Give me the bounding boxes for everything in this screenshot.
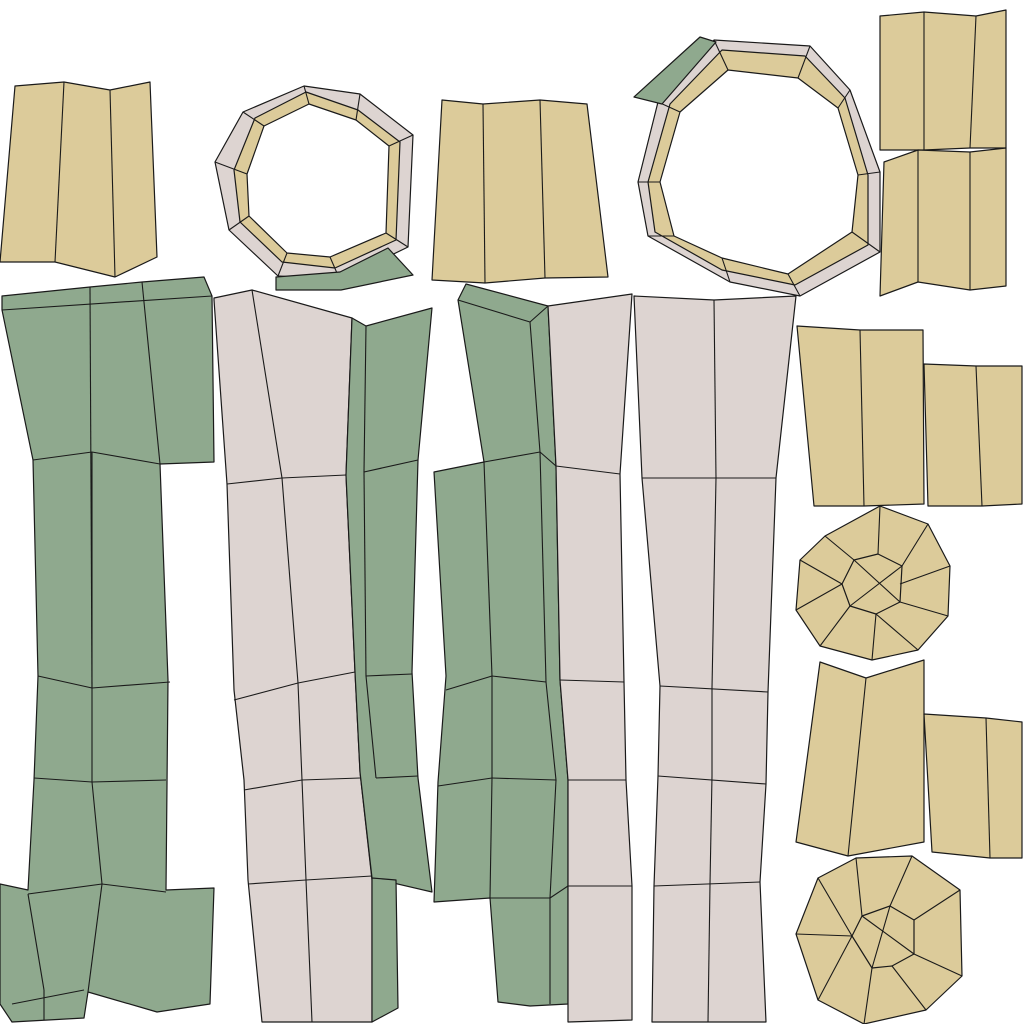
tan-panel-top-middle <box>431 99 609 284</box>
pink-strip-right <box>633 295 797 1023</box>
green-strip-left <box>0 276 215 1023</box>
tan-panels-lower-right <box>795 659 1023 859</box>
green-strip-middle <box>433 283 633 1023</box>
ring-small <box>214 85 414 291</box>
tan-panels-mid-right <box>796 325 1023 507</box>
tan-panels-top-right <box>879 9 1007 297</box>
pink-strip-left <box>213 289 433 1023</box>
octagon-cap-lower <box>795 855 963 1024</box>
tan-panel-top-left <box>0 81 158 278</box>
ring-large <box>633 36 881 297</box>
octagon-cap-upper <box>795 505 951 661</box>
